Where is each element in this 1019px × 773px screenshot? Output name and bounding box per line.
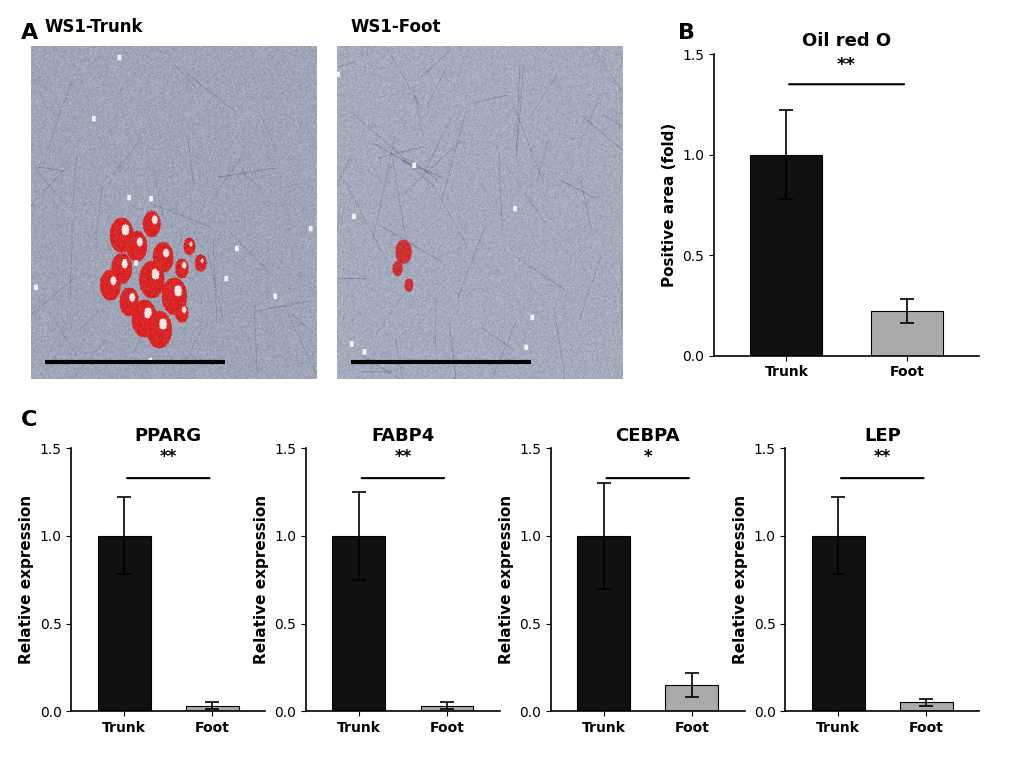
Bar xyxy=(749,155,821,356)
Text: **: ** xyxy=(873,448,890,466)
Text: **: ** xyxy=(160,448,176,466)
Text: A: A xyxy=(20,23,38,43)
Title: CEBPA: CEBPA xyxy=(614,427,680,445)
Text: *: * xyxy=(643,448,651,466)
Y-axis label: Relative expression: Relative expression xyxy=(498,495,513,664)
Bar xyxy=(577,536,630,711)
Bar xyxy=(811,536,864,711)
Text: B: B xyxy=(678,23,695,43)
Y-axis label: Relative expression: Relative expression xyxy=(19,495,34,664)
Text: C: C xyxy=(20,410,37,430)
Bar xyxy=(899,703,952,711)
Bar xyxy=(98,536,151,711)
Bar xyxy=(332,536,385,711)
Bar xyxy=(870,312,943,356)
Title: PPARG: PPARG xyxy=(135,427,202,445)
Y-axis label: Relative expression: Relative expression xyxy=(733,495,747,664)
Text: **: ** xyxy=(837,56,855,74)
Y-axis label: Positive area (fold): Positive area (fold) xyxy=(661,123,676,287)
Title: FABP4: FABP4 xyxy=(371,427,434,445)
Y-axis label: Relative expression: Relative expression xyxy=(254,495,268,664)
Text: WS1-Foot: WS1-Foot xyxy=(351,19,441,36)
Bar xyxy=(420,706,473,711)
Title: Oil red O: Oil red O xyxy=(801,32,891,49)
Text: **: ** xyxy=(394,448,411,466)
Text: WS1-Trunk: WS1-Trunk xyxy=(45,19,144,36)
Bar xyxy=(664,685,717,711)
Title: LEP: LEP xyxy=(863,427,900,445)
Bar xyxy=(185,706,238,711)
